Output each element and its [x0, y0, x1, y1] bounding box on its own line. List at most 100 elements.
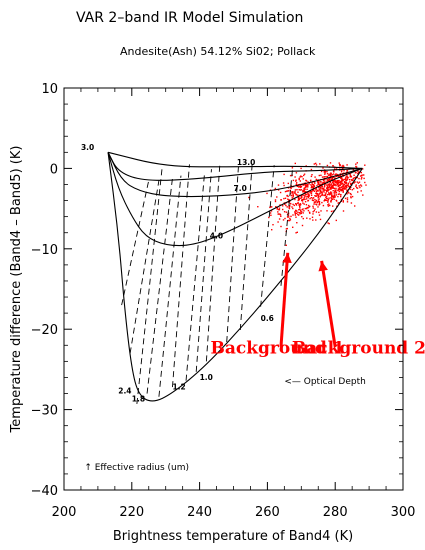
scatter-point [339, 173, 341, 175]
scatter-point [339, 184, 341, 186]
scatter-point [289, 217, 291, 220]
scatter-point [327, 183, 330, 186]
scatter-point [357, 182, 360, 184]
scatter-point [352, 179, 354, 181]
scatter-point [318, 211, 320, 214]
scatter-point [287, 195, 289, 198]
scatter-point [309, 197, 311, 200]
scatter-point [318, 180, 320, 182]
scatter-point [320, 174, 322, 176]
scatter-point [325, 189, 327, 191]
scatter-point [274, 199, 277, 201]
scatter-point [299, 189, 301, 191]
scatter-point [344, 185, 347, 188]
scatter-point [332, 180, 334, 182]
scatter-point [328, 184, 330, 187]
scatter-point [318, 189, 320, 191]
scatter-point [348, 192, 350, 194]
scatter-point [318, 203, 321, 205]
scatter-point [334, 181, 336, 183]
scatter-point [322, 204, 325, 207]
scatter-point [328, 222, 330, 225]
scatter-point [345, 185, 348, 187]
scatter-point [336, 200, 338, 202]
scatter-point [312, 199, 314, 201]
scatter-point [335, 189, 337, 191]
scatter-point [356, 181, 358, 183]
scatter-point [342, 174, 344, 176]
arrow-shaft [320, 260, 337, 348]
scatter-point [354, 172, 357, 174]
scatter-point [324, 172, 326, 174]
scatter-point [339, 181, 341, 184]
scatter-point [312, 219, 314, 221]
scatter-point [295, 216, 297, 218]
scatter-point [315, 178, 317, 181]
scatter-point [338, 193, 341, 195]
scatter-point [339, 189, 341, 191]
scatter-point [296, 231, 298, 233]
scatter-point [340, 177, 342, 179]
scatter-point [315, 199, 317, 202]
scatter-point [297, 197, 299, 199]
scatter-point [333, 192, 335, 194]
scatter-point [298, 189, 300, 191]
scatter-point [359, 186, 361, 189]
scatter-point [351, 189, 353, 191]
scatter-point [319, 187, 322, 189]
scatter-point [327, 205, 330, 207]
scatter-point [284, 203, 286, 205]
scatter-point [344, 188, 346, 190]
scatter-point [329, 186, 331, 189]
scatter-point [291, 191, 293, 193]
scatter-point [320, 210, 322, 212]
scatter-point [311, 174, 313, 176]
scatter-point [312, 213, 314, 215]
scatter-point [342, 201, 344, 203]
scatter-point [349, 173, 351, 175]
scatter-point [342, 164, 344, 167]
scatter-point [314, 198, 316, 201]
scatter-point [271, 229, 273, 231]
scatter-point [343, 178, 346, 181]
scatter-point [320, 191, 322, 193]
scatter-point [283, 197, 285, 200]
scatter-point [292, 179, 295, 182]
scatter-point [289, 193, 292, 195]
scatter-point [318, 198, 320, 200]
scatter-point [353, 174, 355, 176]
scatter-point [291, 191, 293, 194]
background-label: Background 2 [292, 338, 425, 358]
scatter-point [347, 191, 349, 193]
scatter-point [338, 162, 340, 164]
scatter-point [317, 190, 319, 192]
scatter-point [301, 211, 303, 213]
scatter-point [341, 182, 344, 185]
scatter-point [311, 190, 313, 193]
scatter-point [309, 218, 311, 220]
scatter-point [291, 167, 294, 169]
scatter-point [333, 176, 335, 179]
scatter-point [341, 176, 343, 179]
scatter-point [288, 205, 290, 208]
scatter-point [343, 184, 345, 186]
scatter-point [302, 194, 304, 196]
scatter-point [358, 185, 360, 187]
scatter-point [322, 179, 325, 181]
scatter-point [298, 197, 301, 199]
scatter-point [346, 179, 348, 181]
scatter-point [302, 191, 304, 193]
scatter-point [292, 192, 294, 194]
scatter-point [330, 201, 332, 203]
scatter-point [330, 210, 333, 213]
scatter-point [297, 191, 299, 193]
scatter-point [257, 206, 259, 208]
scatter-point [328, 179, 331, 181]
scatter-point [282, 182, 285, 184]
optical-depth-label: 1.8 [132, 395, 145, 404]
scatter-point [325, 195, 328, 198]
scatter-point [312, 199, 315, 202]
scatter-point [344, 197, 347, 200]
scatter-point [324, 170, 327, 173]
scatter-point [357, 170, 359, 173]
